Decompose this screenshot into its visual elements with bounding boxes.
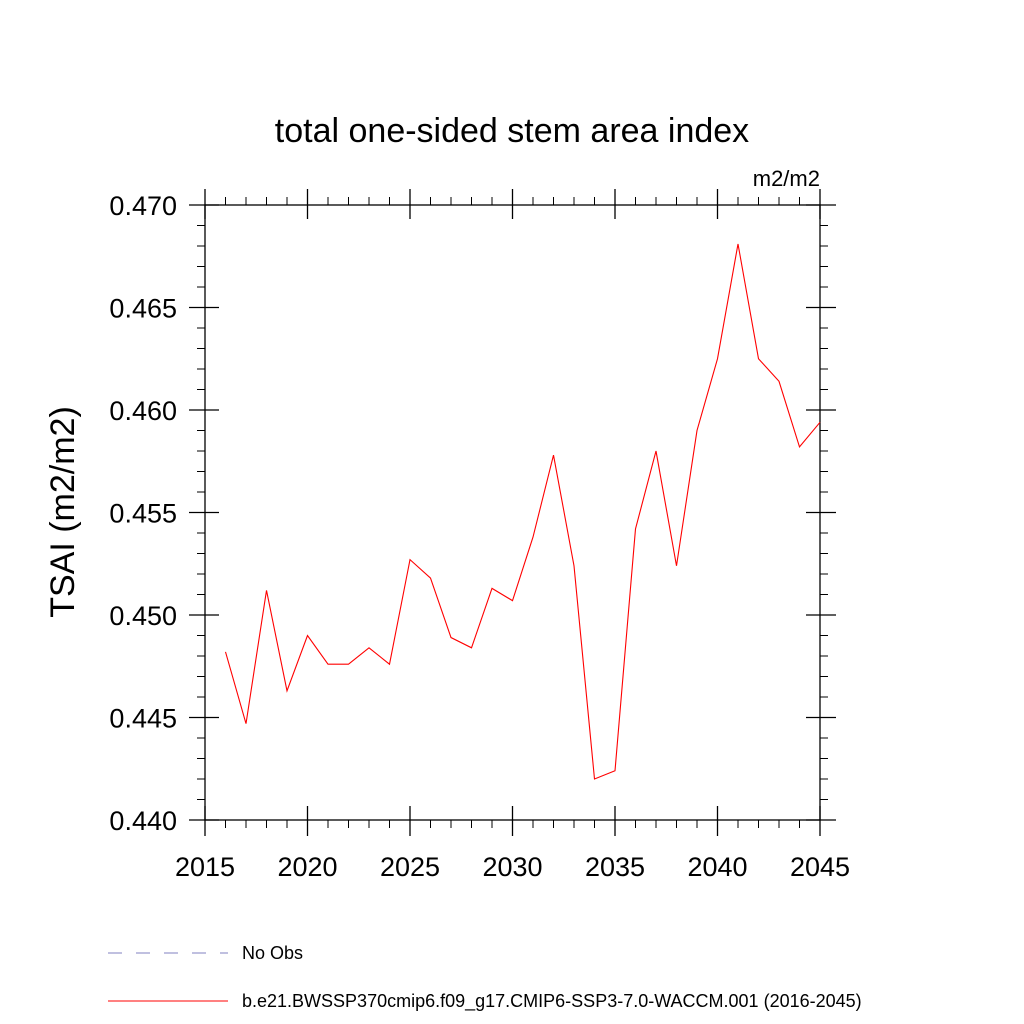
x-tick-label: 2015 (175, 852, 235, 882)
series-layer (224, 243, 821, 780)
x-tick-label: 2030 (482, 852, 542, 882)
y-tick-label: 0.460 (109, 396, 177, 426)
y-tick-label: 0.455 (109, 499, 177, 529)
plot-frame (204, 204, 821, 821)
minor-ticks (197, 197, 828, 828)
y-axis-label: TSAI (m2/m2) (44, 406, 82, 618)
x-tick-label: 2035 (585, 852, 645, 882)
y-tick-label: 0.470 (109, 191, 177, 221)
chart-title: total one-sided stem area index (275, 112, 749, 150)
y-tick-labels: 0.440 0.445 0.450 0.455 0.460 0.465 0.470 (109, 191, 177, 836)
x-tick-label: 2045 (790, 852, 850, 882)
x-tick-label: 2025 (380, 852, 440, 882)
y-tick-label: 0.445 (109, 704, 177, 734)
y-tick-label: 0.465 (109, 294, 177, 324)
legend-label-series: b.e21.BWSSP370cmip6.f09_g17.CMIP6-SSP3-7… (242, 991, 862, 1012)
legend-label-no-obs: No Obs (242, 943, 303, 963)
series-line (224, 243, 821, 780)
x-tick-label: 2040 (687, 852, 747, 882)
y-tick-label: 0.450 (109, 601, 177, 631)
x-tick-labels: 2015 2020 2025 2030 2035 2040 2045 (175, 852, 850, 882)
y-tick-label: 0.440 (109, 806, 177, 836)
major-ticks (189, 189, 836, 836)
x-tick-label: 2020 (277, 852, 337, 882)
units-label: m2/m2 (753, 166, 820, 191)
legend: No Obs b.e21.BWSSP370cmip6.f09_g17.CMIP6… (108, 943, 862, 1012)
